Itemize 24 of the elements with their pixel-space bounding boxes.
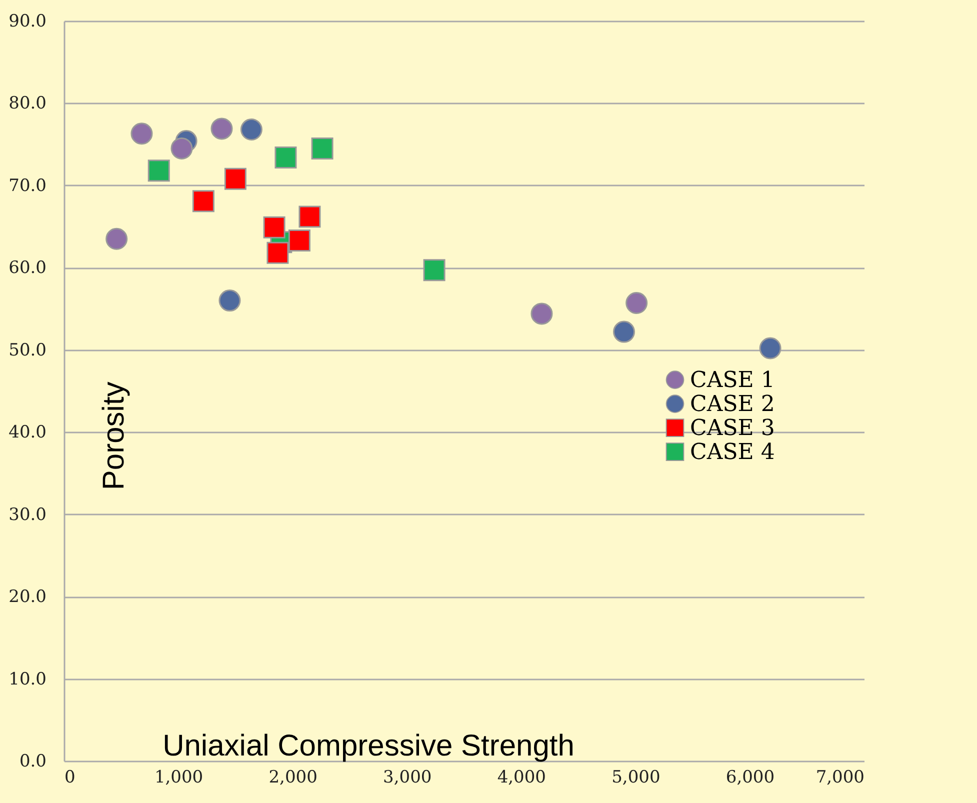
y-tick-label: 50.0	[8, 340, 46, 360]
x-tick-label: 6,000	[726, 768, 775, 788]
legend-label: CASE 4	[690, 440, 775, 465]
y-tick-label: 60.0	[8, 258, 46, 278]
x-tick-label: 5,000	[612, 768, 660, 788]
y-tick-label: 20.0	[8, 587, 46, 608]
legend-label: CASE 1	[690, 368, 775, 393]
x-tick-label: 1,000	[154, 768, 204, 788]
y-tick-label: 80.0	[8, 94, 46, 114]
y-tick-label: 70.0	[8, 176, 46, 196]
x-tick-label: 0	[64, 768, 76, 788]
y-tick-label: 0.0	[19, 752, 46, 772]
x-tick-label: 2,000	[268, 768, 318, 788]
x-axis-title: Uniaxial Compressive Strength	[162, 730, 574, 762]
y-axis-title: Porosity	[98, 382, 130, 490]
x-tick-label: 3,000	[383, 768, 432, 788]
legend-label: CASE 2	[690, 392, 775, 417]
x-tick-label: 7,000	[816, 768, 864, 788]
y-tick-label: 90.0	[8, 12, 46, 32]
legend-label: CASE 3	[690, 416, 775, 441]
y-tick-label: 30.0	[8, 504, 46, 525]
y-tick-label: 10.0	[8, 669, 46, 690]
x-tick-label: 4,000	[497, 768, 546, 788]
y-tick-label: 40.0	[8, 422, 46, 443]
